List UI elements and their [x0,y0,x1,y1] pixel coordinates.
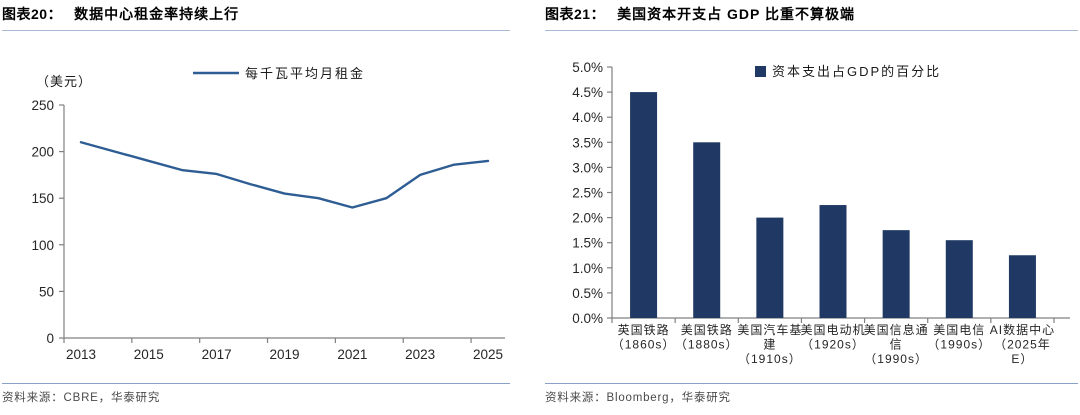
figure-20-source-note: 资料来源：CBRE，华泰研究 [2,383,510,405]
figure-21-label: 图表21： [545,6,606,22]
x-category-label: 美国信息通信（1990s） [864,322,929,366]
panel-figure-20: 图表20： 数据中心租金率持续上行 0 50 100 150 200 250 2013 2015… [2,0,510,415]
capex-bar [756,217,784,318]
capex-bar [693,142,721,318]
figure-20-label: 图表20： [2,6,63,22]
x-category-label: AI数据中心（2025年 E） [990,322,1055,366]
x-tick-label: 2019 [269,347,299,362]
capex-bar [630,92,658,318]
capex-bar [1008,255,1036,318]
x-category-label: 美国铁路（1880s） [675,322,739,352]
figure-20-title-text: 数据中心租金率持续上行 [74,6,240,22]
capex-bar [819,205,847,318]
x-tick-label: 2021 [337,347,367,362]
figure-21-title-text: 美国资本开支占 GDP 比重不算极端 [617,6,855,22]
x-tick-label: 2017 [202,347,232,362]
x-tick-label: 2025 [473,347,503,362]
y-tick-label: 0.5% [572,286,603,301]
x-category-label: 美国电信（1990s） [927,323,991,352]
x-tick-label: 2015 [134,347,164,362]
rent-line-series [79,141,490,209]
y-tick-label: 2.0% [572,211,603,226]
figure-21-source-note: 资料来源：Bloomberg，华泰研究 [545,383,1078,405]
y-tick-label: 0 [46,331,54,346]
x-tick-label: 2023 [405,347,435,362]
capex-bar [882,230,910,318]
y-tick-label: 2.5% [572,186,603,201]
y-tick-label: 3.0% [572,160,603,175]
y-tick-label: 1.5% [572,236,603,251]
y-tick-label: 5.0% [572,60,603,75]
legend-square-marker [755,66,766,77]
y-tick-label: 250 [31,98,54,113]
y-tick-label: 150 [31,191,54,206]
x-category-label: 美国电动机（1920s） [800,323,865,352]
panel-figure-21: 图表21： 美国资本开支占 GDP 比重不算极端 0.0% 0.5% 1.0% 1.5%… [545,0,1078,415]
legend-label: 资本支出占GDP的百分比 [772,64,941,79]
y-tick-label: 4.0% [572,110,603,125]
x-category-label: 美国汽车基建（1910s） [737,322,802,366]
legend-label: 每千瓦平均月租金 [245,66,365,81]
rent-line-chart: 0 50 100 150 200 250 2013 2015 2017 2019 2021 2023 2… [31,66,505,362]
figure-21-title: 图表21： 美国资本开支占 GDP 比重不算极端 [545,4,1078,31]
x-tick-label: 2013 [66,347,96,362]
y-tick-label: 3.5% [572,135,603,150]
y-tick-label: 1.0% [572,261,603,276]
y-tick-label: 4.5% [572,85,603,100]
capex-bar [945,240,973,318]
figure-20-title: 图表20： 数据中心租金率持续上行 [2,4,510,31]
y-tick-label: 50 [39,284,54,299]
y-tick-label: 100 [31,238,54,253]
capex-bar-chart: 0.0% 0.5% 1.0% 1.5% 2.0% 2.5% 3.0% 3.5% 4.0% 4.5%… [572,60,1070,366]
y-axis-unit-label: （美元） [36,74,92,89]
x-category-label: 英国铁路（1860s） [612,322,676,352]
y-tick-label: 200 [31,145,54,160]
y-tick-label: 0.0% [572,311,603,326]
